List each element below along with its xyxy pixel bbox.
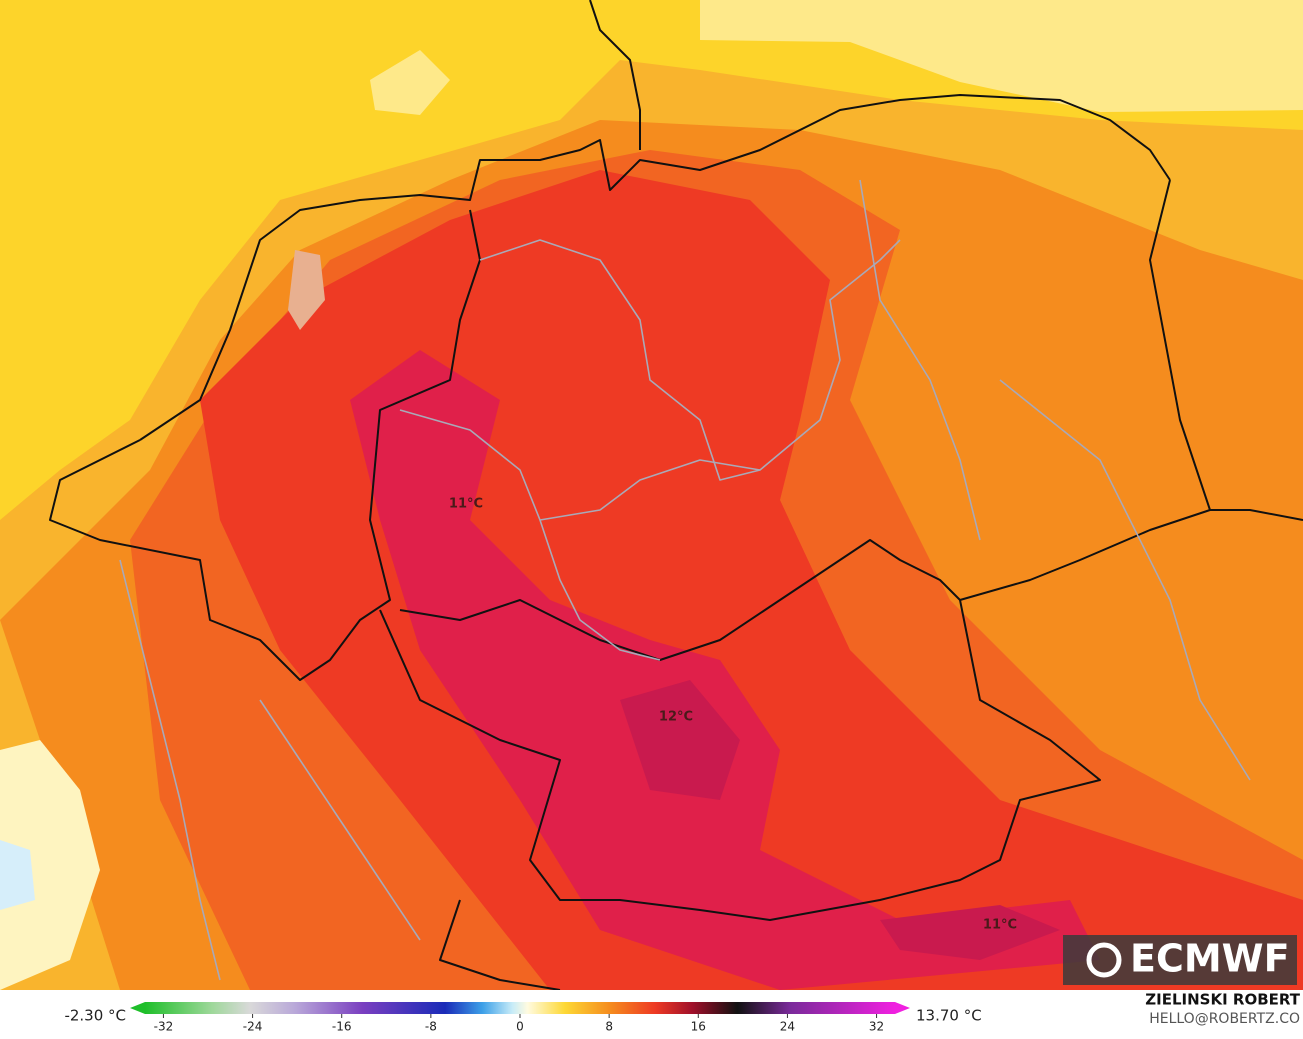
temperature-field — [0, 840, 35, 910]
colorbar-min-label: -2.30 °C — [64, 1007, 126, 1025]
colorbar-tick-label: -8 — [425, 1020, 437, 1034]
colorbar-tick-label: 8 — [605, 1020, 613, 1034]
region-border — [539, 519, 661, 661]
temperature-field — [288, 250, 325, 330]
colorbar-tick-label: -24 — [243, 1020, 263, 1034]
region-border — [479, 239, 901, 481]
colorbar-tick-label: 32 — [869, 1020, 884, 1034]
temperature-label: 11°C — [983, 918, 1017, 933]
temperature-field — [350, 350, 1100, 990]
region-border — [119, 559, 221, 981]
credit-contact: HELLO@ROBERTZ.CO — [1149, 1011, 1300, 1027]
region-border — [399, 409, 761, 521]
credit-name: ZIELINSKI ROBERT — [1145, 991, 1300, 1009]
coastline — [139, 94, 1171, 441]
map: ECMWF — [0, 0, 1303, 991]
map-labels: 11°C 12°C 11°C — [449, 497, 1017, 933]
coastline — [589, 0, 641, 150]
border — [959, 509, 1211, 601]
colorbar-max-label: 13.70 °C — [916, 1007, 982, 1025]
colorbar-tick-label: 24 — [780, 1020, 795, 1034]
colorbar-tick-label: 16 — [691, 1020, 706, 1034]
temperature-field — [370, 50, 450, 115]
border — [1149, 179, 1303, 521]
colorbar-tick-label: -32 — [154, 1020, 174, 1034]
temperature-label: 12°C — [659, 710, 693, 725]
border — [379, 539, 1101, 921]
region-border — [999, 379, 1251, 781]
region-border — [259, 699, 421, 941]
border — [49, 209, 481, 681]
colorbar-strip — [145, 1002, 895, 1014]
temperature-field — [620, 680, 740, 800]
temperature-label: 11°C — [449, 497, 483, 512]
temperature-field — [0, 740, 100, 990]
temperature-field — [200, 170, 1303, 990]
colorbar-arrow — [130, 1002, 145, 1014]
region-border — [859, 179, 981, 541]
logo: ECMWF — [1130, 937, 1290, 981]
border — [439, 899, 561, 991]
temperature-field — [700, 0, 1303, 112]
logo-icon — [1086, 942, 1122, 978]
colorbar-tick-label: 0 — [516, 1020, 524, 1034]
colorbar: -2.30 °C 13.70 °C ZIELINSKI ROBERT HELLO… — [0, 990, 1303, 1035]
colorbar-arrow — [895, 1002, 910, 1014]
temperature-field — [880, 905, 1060, 960]
colorbar-tick-label: -16 — [332, 1020, 352, 1034]
